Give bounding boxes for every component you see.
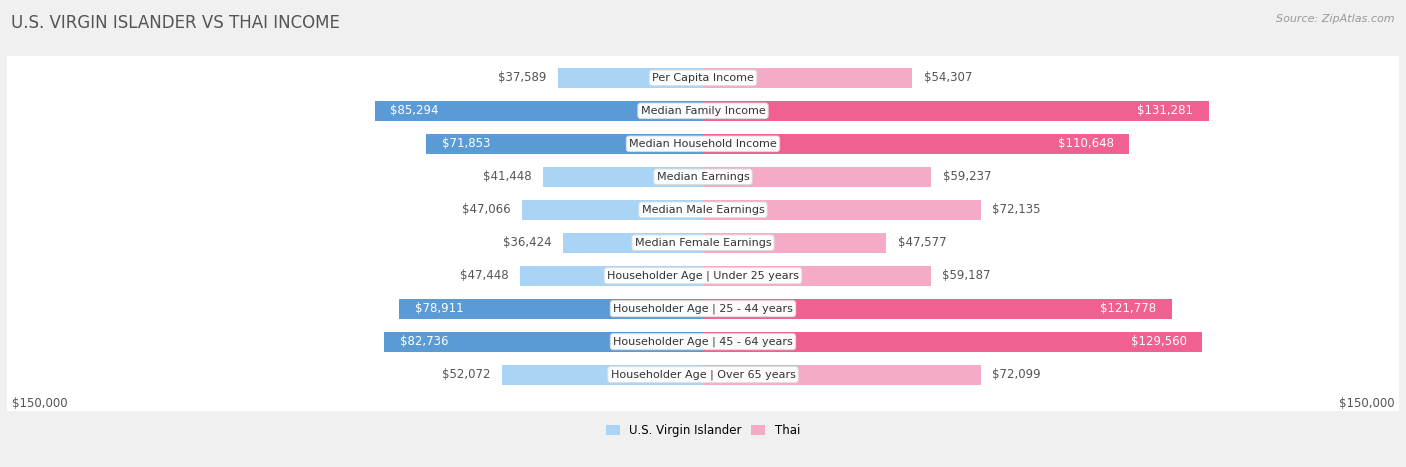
Bar: [520, 266, 703, 286]
Text: $72,135: $72,135: [993, 203, 1040, 216]
Text: $37,589: $37,589: [498, 71, 547, 85]
Bar: [703, 101, 1209, 121]
Bar: [703, 233, 886, 253]
Legend: U.S. Virgin Islander, Thai: U.S. Virgin Islander, Thai: [606, 424, 800, 437]
Bar: [426, 134, 703, 154]
Text: $47,066: $47,066: [461, 203, 510, 216]
Text: $47,577: $47,577: [898, 236, 946, 249]
Text: $59,237: $59,237: [942, 170, 991, 183]
Bar: [703, 200, 981, 220]
Bar: [703, 167, 931, 187]
Bar: [502, 365, 703, 385]
Text: Householder Age | Over 65 years: Householder Age | Over 65 years: [610, 369, 796, 380]
Text: $150,000: $150,000: [11, 397, 67, 410]
Bar: [703, 365, 980, 385]
Text: $85,294: $85,294: [389, 104, 439, 117]
Text: Per Capita Income: Per Capita Income: [652, 73, 754, 83]
Text: Source: ZipAtlas.com: Source: ZipAtlas.com: [1277, 14, 1395, 24]
Text: $47,448: $47,448: [460, 269, 509, 282]
Text: $121,778: $121,778: [1101, 302, 1157, 315]
Text: Median Male Earnings: Median Male Earnings: [641, 205, 765, 215]
Bar: [558, 68, 703, 88]
Bar: [543, 167, 703, 187]
Text: $78,911: $78,911: [415, 302, 463, 315]
Text: U.S. VIRGIN ISLANDER VS THAI INCOME: U.S. VIRGIN ISLANDER VS THAI INCOME: [11, 14, 340, 32]
Text: $72,099: $72,099: [993, 368, 1040, 381]
Text: $71,853: $71,853: [441, 137, 491, 150]
Text: $82,736: $82,736: [399, 335, 449, 348]
Bar: [703, 266, 931, 286]
Bar: [522, 200, 703, 220]
Text: $131,281: $131,281: [1137, 104, 1194, 117]
Bar: [562, 233, 703, 253]
Text: $52,072: $52,072: [443, 368, 491, 381]
Text: Householder Age | 25 - 44 years: Householder Age | 25 - 44 years: [613, 304, 793, 314]
Text: Median Family Income: Median Family Income: [641, 106, 765, 116]
Text: Median Earnings: Median Earnings: [657, 172, 749, 182]
Text: $110,648: $110,648: [1057, 137, 1114, 150]
Text: $54,307: $54,307: [924, 71, 972, 85]
Bar: [703, 134, 1129, 154]
Bar: [703, 68, 912, 88]
Bar: [703, 332, 1202, 352]
Bar: [384, 332, 703, 352]
Text: Median Female Earnings: Median Female Earnings: [634, 238, 772, 248]
Text: Householder Age | Under 25 years: Householder Age | Under 25 years: [607, 270, 799, 281]
Bar: [399, 298, 703, 319]
Bar: [703, 298, 1173, 319]
Text: $36,424: $36,424: [502, 236, 551, 249]
Text: $150,000: $150,000: [1339, 397, 1395, 410]
Text: Median Household Income: Median Household Income: [628, 139, 778, 149]
Text: $129,560: $129,560: [1130, 335, 1187, 348]
Text: Householder Age | 45 - 64 years: Householder Age | 45 - 64 years: [613, 336, 793, 347]
Bar: [374, 101, 703, 121]
Text: $59,187: $59,187: [942, 269, 991, 282]
Text: $41,448: $41,448: [484, 170, 531, 183]
